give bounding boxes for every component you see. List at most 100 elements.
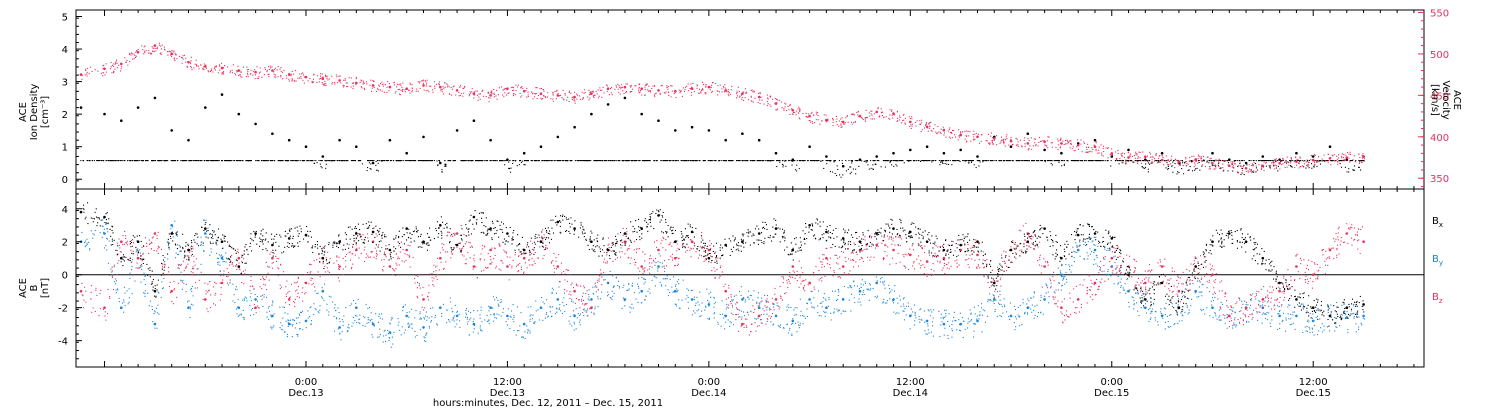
scatter-sample-by — [662, 278, 664, 280]
scatter-sample-ion-density — [445, 163, 447, 165]
scatter-sample-by — [488, 305, 490, 307]
scatter-sample-by — [350, 303, 352, 305]
scatter-sample-by — [582, 295, 584, 297]
scatter-sample-velocity — [172, 51, 174, 53]
scatter-sample-by — [701, 310, 703, 312]
scatter-sample-ion-density — [339, 160, 341, 162]
scatter-sample-ion-density — [602, 160, 604, 162]
scatter-sample-ion-density — [1079, 160, 1081, 162]
scatter-sample-ion-density — [648, 160, 650, 162]
scatter-sample-velocity — [618, 85, 620, 87]
top-panel-frame — [75, 9, 1425, 190]
scatter-sample-by — [250, 292, 252, 294]
data-point-velocity — [1093, 145, 1097, 148]
scatter-sample-velocity — [453, 85, 455, 87]
scatter-sample-by — [289, 319, 291, 321]
scatter-sample-velocity — [120, 68, 122, 70]
scatter-sample-by — [486, 314, 488, 316]
scatter-sample-velocity — [1164, 160, 1166, 162]
scatter-sample-velocity — [977, 133, 979, 135]
scatter-sample-velocity — [1185, 160, 1187, 162]
scatter-sample-ion-density — [1031, 160, 1033, 162]
scatter-sample-velocity — [1281, 164, 1283, 166]
scatter-sample-velocity — [969, 131, 971, 133]
scatter-sample-by — [978, 314, 980, 316]
scatter-sample-ion-density — [811, 160, 813, 162]
scatter-sample-velocity — [508, 92, 510, 94]
scatter-sample-ion-density — [687, 160, 689, 162]
scatter-sample-by — [817, 311, 819, 313]
scatter-sample-velocity — [398, 84, 400, 86]
scatter-sample-ion-density — [496, 160, 498, 162]
scatter-sample-ion-density — [1286, 162, 1288, 164]
scatter-sample-velocity — [1213, 168, 1215, 170]
scatter-sample-ion-density — [669, 160, 671, 162]
scatter-sample-velocity — [213, 66, 215, 68]
scatter-sample-ion-density — [1180, 160, 1182, 162]
data-point-velocity — [741, 92, 744, 95]
scatter-sample-velocity — [190, 63, 192, 65]
scatter-sample-velocity — [559, 94, 561, 96]
scatter-sample-ion-density — [849, 173, 851, 175]
scatter-sample-velocity — [655, 92, 657, 94]
scatter-sample-ion-density — [411, 160, 413, 162]
scatter-sample-velocity — [653, 94, 655, 96]
scatter-sample-ion-density — [428, 160, 430, 162]
scatter-sample-by — [411, 323, 413, 325]
scatter-sample-ion-density — [111, 160, 113, 162]
scatter-sample-velocity — [967, 130, 969, 132]
scatter-sample-by — [665, 285, 667, 287]
scatter-sample-velocity — [578, 95, 580, 97]
scatter-sample-by — [139, 252, 141, 254]
scatter-sample-velocity — [589, 97, 591, 99]
scatter-sample-ion-density — [715, 160, 717, 162]
scatter-sample-velocity — [587, 96, 589, 98]
scatter-sample-velocity — [468, 95, 470, 97]
scatter-sample-by — [739, 290, 741, 292]
scatter-sample-velocity — [780, 101, 782, 103]
scatter-sample-ion-density — [773, 160, 775, 162]
scatter-sample-velocity — [1111, 154, 1113, 156]
scatter-sample-ion-density — [242, 160, 244, 162]
scatter-sample-velocity — [234, 73, 236, 75]
scatter-sample-ion-density — [536, 160, 538, 162]
scatter-sample-velocity — [334, 83, 336, 85]
scatter-sample-velocity — [866, 116, 868, 118]
scatter-sample-ion-density — [1095, 160, 1097, 162]
scatter-sample-ion-density — [354, 160, 356, 162]
scatter-sample-velocity — [1024, 143, 1026, 145]
scatter-sample-velocity — [340, 82, 342, 84]
data-point-velocity — [1211, 162, 1214, 165]
scatter-sample-velocity — [572, 96, 574, 98]
scatter-sample-by — [535, 310, 537, 312]
scatter-sample-ion-density — [739, 160, 741, 162]
data-point-by — [623, 298, 627, 301]
scatter-sample-by — [351, 325, 353, 327]
scatter-sample-velocity — [1279, 168, 1281, 170]
scatter-sample-ion-density — [1340, 166, 1342, 168]
scatter-sample-ion-density — [982, 161, 984, 163]
scatter-sample-ion-density — [1237, 160, 1239, 162]
scatter-sample-ion-density — [387, 160, 389, 162]
scatter-sample-velocity — [850, 121, 852, 123]
scatter-sample-velocity — [902, 120, 904, 122]
data-point-velocity — [590, 92, 593, 95]
scatter-sample-velocity — [263, 74, 265, 76]
scatter-sample-by — [243, 317, 245, 319]
scatter-sample-by — [236, 313, 238, 315]
scatter-sample-by — [779, 306, 781, 308]
scatter-sample-velocity — [992, 137, 994, 139]
scatter-sample-by — [546, 299, 548, 301]
scatter-sample-ion-density — [889, 161, 891, 163]
scatter-sample-velocity — [1248, 164, 1250, 166]
scatter-sample-velocity — [667, 88, 669, 90]
data-point-by — [338, 326, 341, 329]
scatter-sample-ion-density — [638, 160, 640, 162]
scatter-sample-by — [297, 335, 299, 337]
scatter-sample-velocity — [250, 69, 252, 71]
scatter-sample-velocity — [1317, 160, 1319, 162]
scatter-sample-velocity — [321, 77, 323, 79]
scatter-sample-velocity — [716, 90, 718, 92]
scatter-sample-ion-density — [955, 160, 957, 162]
scatter-sample-ion-density — [782, 166, 784, 168]
